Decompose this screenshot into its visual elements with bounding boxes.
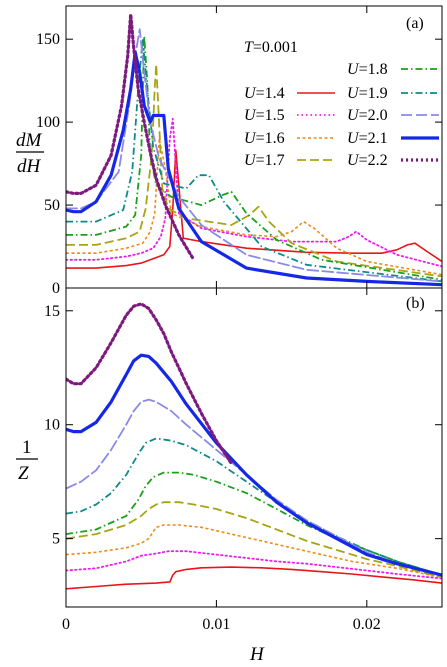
panel-a-ytick-label: 150 [36,31,60,48]
panel-b-series-line-u-2-1 [66,353,442,577]
legend-label-u-1-4: U=1.4 [244,85,285,102]
legend-label-u-1-7: U=1.7 [244,152,285,169]
panel-b-series-line-u-1-7 [66,501,442,579]
panel-a-series-line-u-1-4 [66,149,442,269]
panel-a-series-line-u-1-9 [66,38,442,283]
panel-b-series-line-u-2-0 [66,398,442,576]
panel-a-ylabel-denominator: dH [17,156,42,177]
panel-b-ylabel-denominator: Z [18,463,29,484]
legend-title: T=0.001 [244,39,298,56]
legend-title-var: T [244,39,254,56]
panel-b-series-line-u-1-5 [66,550,442,580]
panel-a-series-line-u-1-8 [66,35,442,281]
panel-a-series-group [66,12,442,287]
panel-a-label: (a) [406,15,424,32]
panel-a-series-line-u-1-5 [66,117,442,268]
panel-b-label: (b) [406,295,425,312]
legend-label-u-1-6: U=1.6 [244,130,285,147]
panel-b-frame [65,287,443,608]
panel-a-series-line-u-2-1 [66,50,442,287]
legend-label-u-1-8: U=1.8 [347,61,388,78]
panel-b-ytick-label: 10 [44,417,60,434]
legend-title-val: =0.001 [253,39,298,56]
panel-a-ytick-label: 100 [36,114,60,131]
panel-a-series-line-u-2-2 [66,12,196,262]
panel-a-ytick-label: 0 [52,280,60,297]
legend-label-u-2-1: U=2.1 [347,130,388,147]
legend-label-u-2-0: U=2.0 [347,107,388,124]
panel-b-ylabel-numerator: 1 [22,437,32,458]
legend: T=0.001 U=1.4 U=1.5 U=1.6 U=1.7 U=1.8 U=1.9 U=… [244,39,439,169]
legend-label-u-2-2: U=2.2 [347,152,388,169]
panel-b-ytick-label: 5 [52,531,60,548]
panel-b-xtick-label: 0.01 [202,616,230,633]
panel-a-ytick-label: 50 [44,197,60,214]
panel-b-series-group [66,302,442,590]
panel-a-series-line-u-2-0 [66,28,442,283]
panel-b-series-line-u-1-6 [66,524,442,579]
panel-b-xtick-label: 0.02 [353,616,381,633]
panel-b-xtick-label: 0 [62,616,70,633]
panel-b-xlabel: H [249,644,265,665]
panel-a-ylabel-numerator: dM [16,130,43,151]
panel-b-ticks: 5 10 15 0 0.01 0.02 [44,288,442,633]
panel-a-series-line-u-1-7 [66,63,442,278]
panel-a: 0 50 100 150 (a) dM dH T=0.001 U=1.4 U=1.5 U=… [16,5,443,297]
panel-b-ytick-label: 15 [44,303,60,320]
legend-label-u-1-9: U=1.9 [347,85,388,102]
legend-label-u-1-5: U=1.5 [244,107,285,124]
panel-b-series-line-u-1-4 [66,566,442,590]
panel-b-series-line-u-2-2 [66,302,233,465]
panel-b: 5 10 15 0 0.01 0.02 (b) 1 Z H [16,287,443,665]
